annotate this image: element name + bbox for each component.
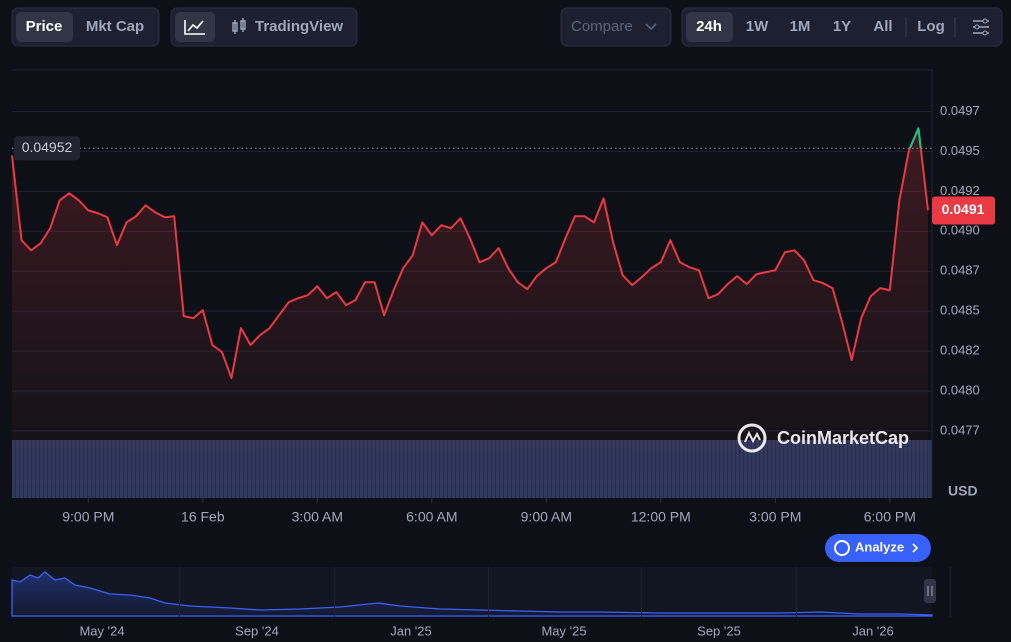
range-button[interactable]: 24h [696,18,722,35]
y-tick-label: 0.0490 [940,223,980,238]
y-tick-label: 0.0477 [940,422,980,437]
overview-line [11,571,933,617]
range-button[interactable]: 1M [790,18,811,35]
y-tick-label: 0.0497 [940,103,980,118]
watermark-text: CoinMarketCap [777,428,909,448]
y-tick-label: 0.0480 [940,382,980,397]
current-price-tag [932,196,995,225]
analyze-button[interactable] [825,534,931,562]
range-group [681,7,1003,47]
y-tick-label: 0.0485 [940,303,980,318]
x-tick-label: 3:00 AM [292,509,343,525]
chevron-icon [912,543,919,553]
tab-mkt-cap[interactable]: Mkt Cap [86,18,144,35]
overview-tick-label: Sep '25 [697,623,741,638]
tab-price[interactable]: Price [26,18,63,35]
settings-knob [982,30,988,36]
log-button[interactable]: Log [917,18,945,35]
analyze-icon [834,540,850,556]
view-group [170,7,358,47]
tab-active[interactable] [16,12,73,42]
overview-tick-label: May '25 [541,623,586,638]
x-tick-label: 6:00 AM [406,509,457,525]
overview-tick-label: Jan '25 [390,623,432,638]
overview-tick-label: Jan '26 [852,623,894,638]
price-area [12,128,928,498]
x-tick-label: 9:00 PM [62,509,114,525]
y-axis-unit: USD [948,483,978,499]
watermark: CoinMarketCap [737,423,909,453]
watermark-logo-mark [744,430,761,444]
y-tick-label: 0.0492 [940,183,980,198]
overview-handle[interactable] [924,579,936,603]
y-tick-label: 0.0495 [940,143,980,158]
x-tick-label: 3:00 PM [749,509,801,525]
overview-tick-label: May '24 [79,623,124,638]
x-tick-label: 16 Feb [181,509,225,525]
range-button[interactable]: 1W [746,18,769,35]
overview-navigator [11,567,936,617]
current-price-label: 0.0491 [942,201,985,217]
x-tick-label: 12:00 PM [631,509,691,525]
reference-label-box [14,136,80,161]
range-button[interactable]: All [873,18,892,35]
candle-icon [232,18,246,34]
compare-label[interactable]: Compare [571,18,633,35]
x-tick-label: 9:00 AM [521,509,572,525]
x-tick-label: 6:00 PM [864,509,916,525]
chevron-icon [645,23,657,31]
settings-knob [982,18,988,24]
analyze-label[interactable]: Analyze [855,539,904,554]
line-icon [184,20,205,35]
compare-dropdown[interactable] [560,7,672,47]
range-active[interactable] [686,12,733,42]
watermark-logo [737,423,767,453]
range-button[interactable]: 1Y [833,18,851,35]
overview-handle-grip [927,586,933,596]
settings-knob [974,24,980,30]
reference-label: 0.04952 [22,139,73,155]
tradingview-button[interactable]: TradingView [255,18,343,35]
y-tick-label: 0.0487 [940,263,980,278]
overview-tick-label: Sep '24 [235,623,279,638]
y-tick-label: 0.0482 [940,343,980,358]
price-line [11,127,929,380]
